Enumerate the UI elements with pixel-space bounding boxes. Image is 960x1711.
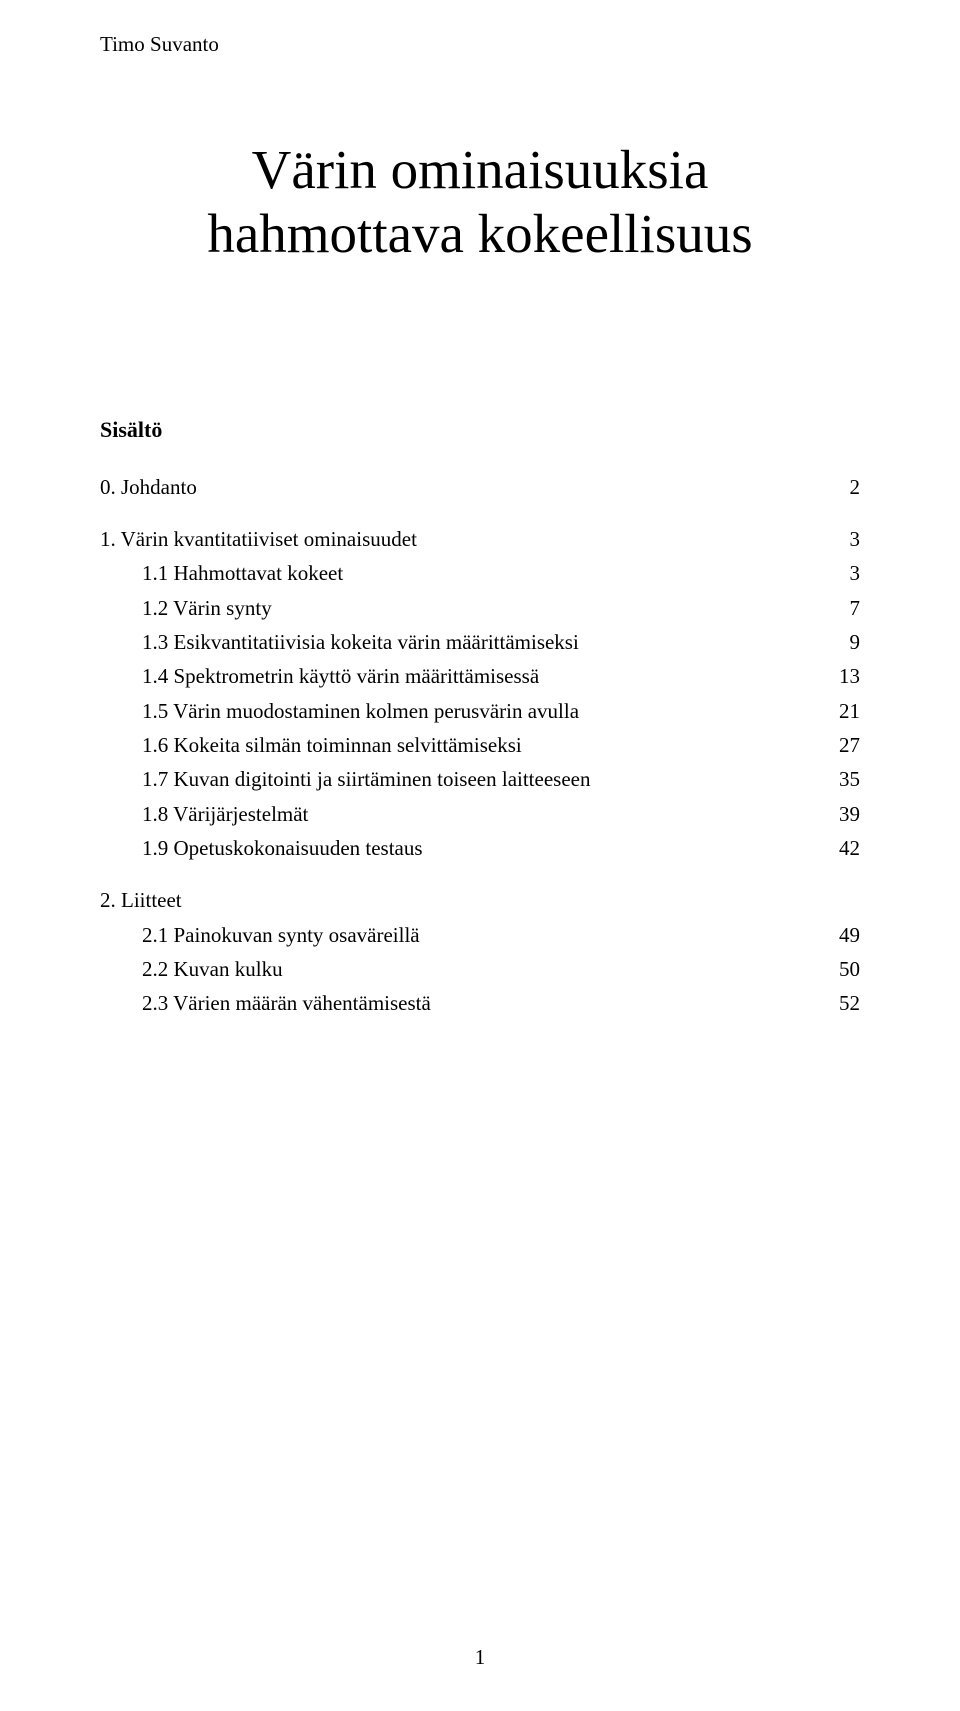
- toc-entry-sub-1-2: 1.2 Värin synty 7: [100, 594, 860, 622]
- toc-page: 35: [830, 765, 860, 793]
- page-number: 1: [0, 1643, 960, 1671]
- table-of-contents: 0. Johdanto 2 1. Värin kvantitatiiviset …: [100, 473, 860, 1018]
- toc-page: 3: [830, 559, 860, 587]
- toc-label: 1. Värin kvantitatiiviset ominaisuudet: [100, 525, 830, 553]
- toc-page: 2: [830, 473, 860, 501]
- toc-entry-sub-1-8: 1.8 Värijärjestelmät 39: [100, 800, 860, 828]
- toc-label: 1.8 Värijärjestelmät: [100, 800, 830, 828]
- toc-spacer: [100, 868, 860, 886]
- toc-label: 1.3 Esikvantitatiivisia kokeita värin mä…: [100, 628, 830, 656]
- toc-label: 1.6 Kokeita silmän toiminnan selvittämis…: [100, 731, 830, 759]
- title-line-1: Värin ominaisuuksia: [252, 139, 709, 200]
- toc-entry-sub-1-3: 1.3 Esikvantitatiivisia kokeita värin mä…: [100, 628, 860, 656]
- title-line-2: hahmottava kokeellisuus: [207, 203, 752, 264]
- toc-page: 13: [830, 662, 860, 690]
- toc-entry-sub-1-9: 1.9 Opetuskokonaisuuden testaus 42: [100, 834, 860, 862]
- toc-page: 42: [830, 834, 860, 862]
- toc-label: 1.7 Kuvan digitointi ja siirtäminen tois…: [100, 765, 830, 793]
- toc-label: 2.3 Värien määrän vähentämisestä: [100, 989, 830, 1017]
- toc-entry-sub-2-1: 2.1 Painokuvan synty osaväreillä 49: [100, 921, 860, 949]
- toc-page: 39: [830, 800, 860, 828]
- toc-entry-sub-1-6: 1.6 Kokeita silmän toiminnan selvittämis…: [100, 731, 860, 759]
- author-name: Timo Suvanto: [100, 30, 860, 58]
- toc-entry-sub-2-3: 2.3 Värien määrän vähentämisestä 52: [100, 989, 860, 1017]
- toc-entry-section-2: 2. Liitteet: [100, 886, 860, 914]
- document-title: Värin ominaisuuksia hahmottava kokeellis…: [100, 138, 860, 265]
- toc-label: 1.2 Värin synty: [100, 594, 830, 622]
- toc-entry-sub-2-2: 2.2 Kuvan kulku 50: [100, 955, 860, 983]
- toc-page: 52: [830, 989, 860, 1017]
- toc-page: 7: [830, 594, 860, 622]
- toc-entry-section-1: 1. Värin kvantitatiiviset ominaisuudet 3: [100, 525, 860, 553]
- toc-label: 0. Johdanto: [100, 473, 830, 501]
- toc-page: [830, 886, 860, 914]
- toc-entry-section-0: 0. Johdanto 2: [100, 473, 860, 501]
- toc-entry-sub-1-5: 1.5 Värin muodostaminen kolmen perusväri…: [100, 697, 860, 725]
- toc-label: 1.1 Hahmottavat kokeet: [100, 559, 830, 587]
- toc-label: 1.4 Spektrometrin käyttö värin määrittäm…: [100, 662, 830, 690]
- toc-entry-sub-1-4: 1.4 Spektrometrin käyttö värin määrittäm…: [100, 662, 860, 690]
- toc-label: 1.5 Värin muodostaminen kolmen perusväri…: [100, 697, 830, 725]
- toc-label: 1.9 Opetuskokonaisuuden testaus: [100, 834, 830, 862]
- toc-page: 27: [830, 731, 860, 759]
- document-page: Timo Suvanto Värin ominaisuuksia hahmott…: [0, 0, 960, 1711]
- toc-label: 2. Liitteet: [100, 886, 830, 914]
- toc-page: 50: [830, 955, 860, 983]
- toc-page: 21: [830, 697, 860, 725]
- toc-entry-sub-1-1: 1.1 Hahmottavat kokeet 3: [100, 559, 860, 587]
- contents-heading: Sisältö: [100, 415, 860, 445]
- toc-entry-sub-1-7: 1.7 Kuvan digitointi ja siirtäminen tois…: [100, 765, 860, 793]
- toc-label: 2.1 Painokuvan synty osaväreillä: [100, 921, 830, 949]
- toc-page: 9: [830, 628, 860, 656]
- toc-page: 3: [830, 525, 860, 553]
- toc-label: 2.2 Kuvan kulku: [100, 955, 830, 983]
- toc-spacer: [100, 507, 860, 525]
- toc-page: 49: [830, 921, 860, 949]
